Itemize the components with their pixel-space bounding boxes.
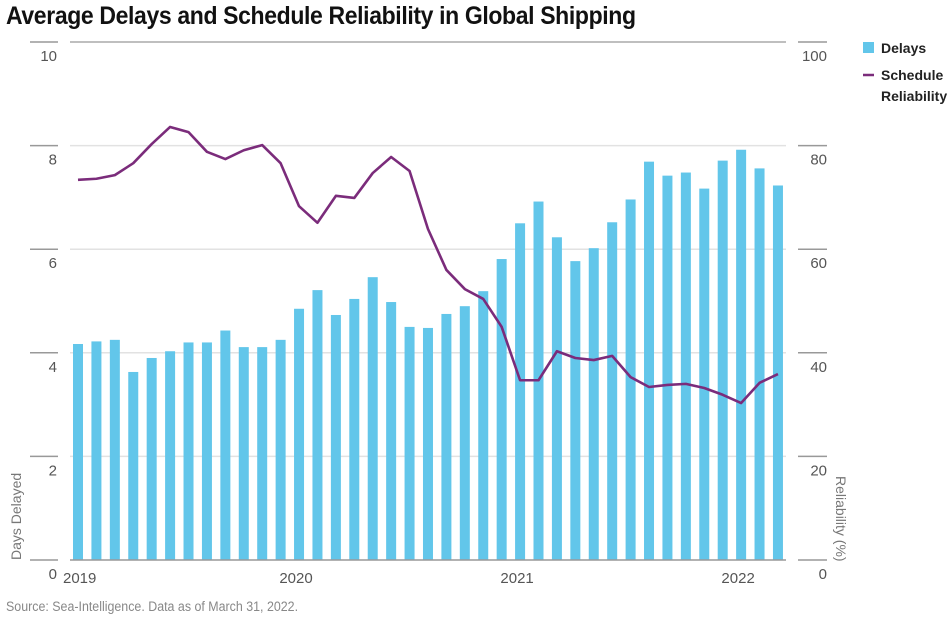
left-tick-label: 6 <box>49 255 57 272</box>
delays-bar <box>754 168 765 560</box>
left-tick-label: 8 <box>49 152 57 169</box>
right-tick-label: 0 <box>819 566 827 583</box>
delays-bar <box>367 277 378 560</box>
legend-swatch-delays <box>863 42 874 53</box>
delays-bar <box>91 341 102 560</box>
delays-bar <box>238 347 249 560</box>
right-tick-label: 20 <box>810 462 827 479</box>
delays-bar <box>662 175 673 561</box>
right-tick-label: 80 <box>810 152 827 169</box>
left-tick-label: 10 <box>40 48 57 65</box>
delays-bar <box>404 326 415 560</box>
delays-bar <box>312 290 323 560</box>
x-tick-label: 2022 <box>721 570 754 587</box>
delays-bar <box>736 149 747 560</box>
delays-bar <box>201 342 212 560</box>
chart-title: Average Delays and Schedule Reliability … <box>6 2 636 30</box>
left-axis: 0 2 4 6 8 10 <box>30 41 58 583</box>
delays-bar <box>349 298 360 560</box>
right-tick-label: 100 <box>802 48 827 65</box>
delays-bar <box>422 327 433 560</box>
delays-bar <box>275 339 286 560</box>
delays-bar <box>515 223 526 561</box>
delays-bar <box>551 237 562 560</box>
left-axis-title: Days Delayed <box>8 473 24 560</box>
delays-bar <box>128 371 139 560</box>
delays-bar <box>183 342 194 560</box>
legend-label-reliability-2: Reliability <box>881 88 947 104</box>
delays-bar <box>109 339 120 560</box>
left-tick-label: 0 <box>49 566 57 583</box>
delays-bar <box>496 259 507 560</box>
delays-bar <box>644 161 655 560</box>
x-tick-label: 2021 <box>500 570 533 587</box>
source-note: Source: Sea-Intelligence. Data as of Mar… <box>6 599 299 614</box>
delays-bar <box>441 313 452 560</box>
x-tick-label: 2019 <box>63 570 96 587</box>
delays-bar <box>772 185 783 560</box>
x-tick-label: 2020 <box>279 570 312 587</box>
x-axis: 2019 2020 2021 2022 <box>63 559 786 587</box>
delays-bar <box>220 330 231 560</box>
right-axis-title: Reliability (%) <box>833 476 849 562</box>
delays-bar <box>478 291 489 560</box>
delays-bar <box>294 308 305 560</box>
delays-bar <box>73 343 83 560</box>
left-tick-label: 4 <box>49 359 57 376</box>
delays-bars <box>73 149 783 561</box>
legend-label-reliability-1: Schedule <box>881 67 943 83</box>
delays-bar <box>625 199 636 561</box>
delays-bar <box>146 357 157 560</box>
delays-bar <box>330 314 341 560</box>
right-axis: 0 20 40 60 80 100 <box>798 41 827 583</box>
legend: Delays Schedule Reliability <box>863 40 947 104</box>
delays-bar <box>588 248 599 560</box>
legend-label-delays: Delays <box>881 40 926 56</box>
delays-bar <box>257 347 268 560</box>
delays-bar <box>165 351 176 560</box>
delays-bar <box>386 302 397 560</box>
reliability-line-group <box>77 125 779 405</box>
delays-bar <box>717 160 728 560</box>
delays-bar <box>570 261 581 560</box>
right-tick-label: 40 <box>810 359 827 376</box>
delays-bar <box>699 188 710 560</box>
delays-bar <box>459 306 470 560</box>
left-tick-label: 2 <box>49 462 57 479</box>
delays-bar <box>607 222 618 560</box>
right-tick-label: 60 <box>810 255 827 272</box>
delays-bar <box>680 172 691 560</box>
